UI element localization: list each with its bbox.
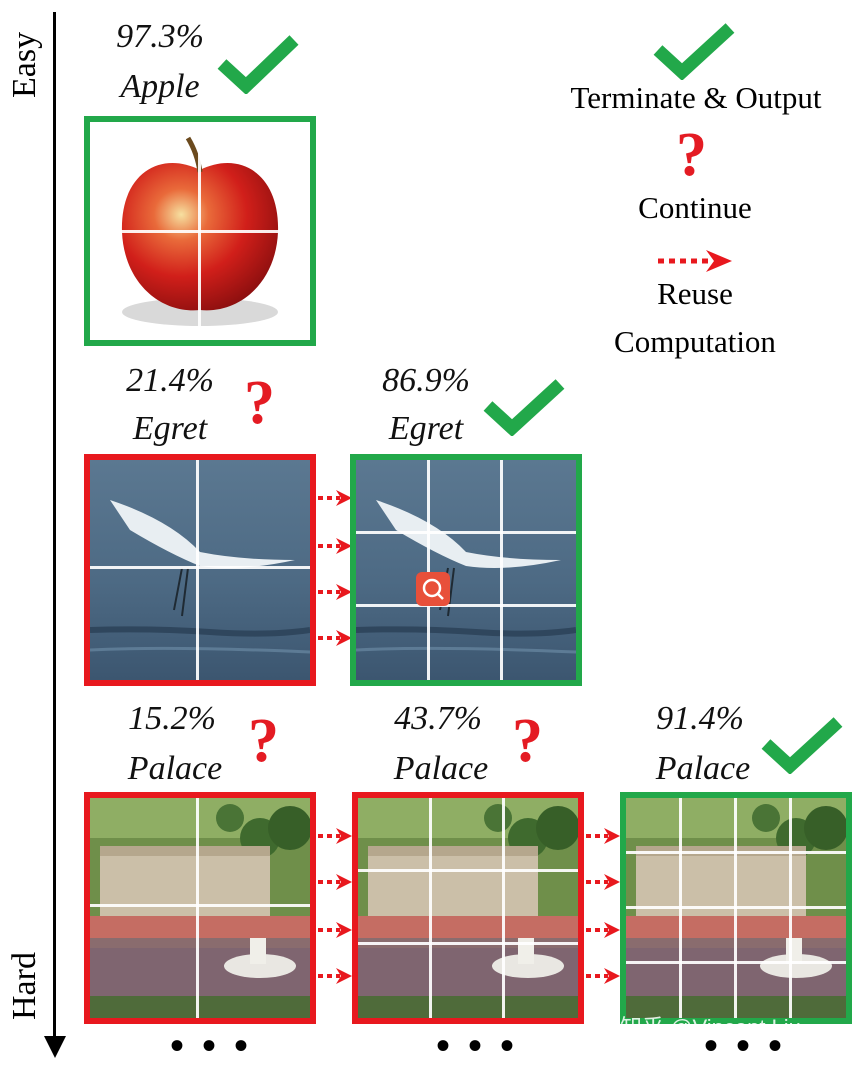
legend-reuse-label: Reuse — [657, 276, 733, 311]
grid-line — [502, 798, 505, 1018]
legend-dotted-arrow-icon — [656, 248, 734, 274]
grid-line — [90, 904, 310, 907]
class-label-egret-step2: Egret — [388, 410, 464, 447]
class-label-palace-step1: Palace — [127, 750, 223, 787]
ellipsis: • • • — [436, 1023, 519, 1068]
egret-image-frame-step1 — [84, 454, 316, 686]
grid-line — [358, 869, 578, 872]
grid-line — [626, 851, 846, 854]
egret-image-frame-step2 — [350, 454, 582, 686]
grid-line — [358, 942, 578, 945]
grid-line — [196, 798, 199, 1018]
grid-line — [626, 906, 846, 909]
class-label-egret-step1: Egret — [132, 410, 208, 447]
checkmark-icon — [216, 34, 300, 94]
search-icon-badge[interactable] — [416, 572, 450, 606]
legend-continue-label: Continue — [638, 190, 752, 225]
palace-image — [358, 798, 578, 1018]
difficulty-axis-arrowhead — [44, 1036, 66, 1058]
checkmark-icon — [482, 378, 566, 436]
legend-checkmark-icon — [652, 22, 736, 80]
ellipsis: • • • — [704, 1023, 787, 1068]
confidence-egret-step1: 21.4% — [126, 362, 214, 399]
class-label-apple: Apple — [120, 68, 200, 105]
palace-image — [90, 798, 310, 1018]
grid-line — [90, 230, 310, 233]
grid-line — [500, 460, 503, 680]
confidence-palace-step1: 15.2% — [128, 700, 216, 737]
grid-line — [626, 961, 846, 964]
palace-image-frame-step1 — [84, 792, 316, 1024]
reuse-arrows-palace-2 — [586, 826, 622, 986]
confidence-palace-step3: 91.4% — [656, 700, 744, 737]
apple-image-frame — [84, 116, 316, 346]
confidence-palace-step2: 43.7% — [394, 700, 482, 737]
question-icon: ? — [244, 369, 275, 437]
watermark: 知乎 @Vincent Liu — [620, 1015, 801, 1040]
class-label-palace-step3: Palace — [655, 750, 751, 787]
question-icon: ? — [248, 707, 279, 775]
confidence-egret-step2: 86.9% — [382, 362, 470, 399]
grid-line — [356, 531, 576, 534]
legend-terminate-label: Terminate & Output — [570, 80, 822, 115]
checkmark-icon — [760, 716, 844, 774]
search-icon — [422, 578, 444, 600]
legend-computation-label: Computation — [614, 324, 776, 359]
confidence-apple: 97.3% — [116, 18, 204, 55]
grid-line — [356, 604, 576, 607]
ellipsis: • • • — [170, 1023, 253, 1068]
class-label-palace-step2: Palace — [393, 750, 489, 787]
legend-question-icon: ? — [676, 121, 707, 189]
question-icon: ? — [512, 707, 543, 775]
grid-line — [196, 460, 199, 680]
grid-line — [427, 460, 430, 680]
axis-label-easy: Easy — [6, 31, 43, 98]
reuse-arrows-palace-1 — [318, 826, 354, 986]
axis-label-hard: Hard — [6, 952, 43, 1020]
palace-image-frame-step3 — [620, 792, 852, 1024]
egret-image — [90, 460, 310, 680]
difficulty-axis-line — [53, 12, 56, 1042]
palace-image-frame-step2 — [352, 792, 584, 1024]
reuse-arrows-egret — [318, 488, 354, 648]
grid-line — [429, 798, 432, 1018]
egret-image — [356, 460, 576, 680]
grid-line — [90, 566, 310, 569]
